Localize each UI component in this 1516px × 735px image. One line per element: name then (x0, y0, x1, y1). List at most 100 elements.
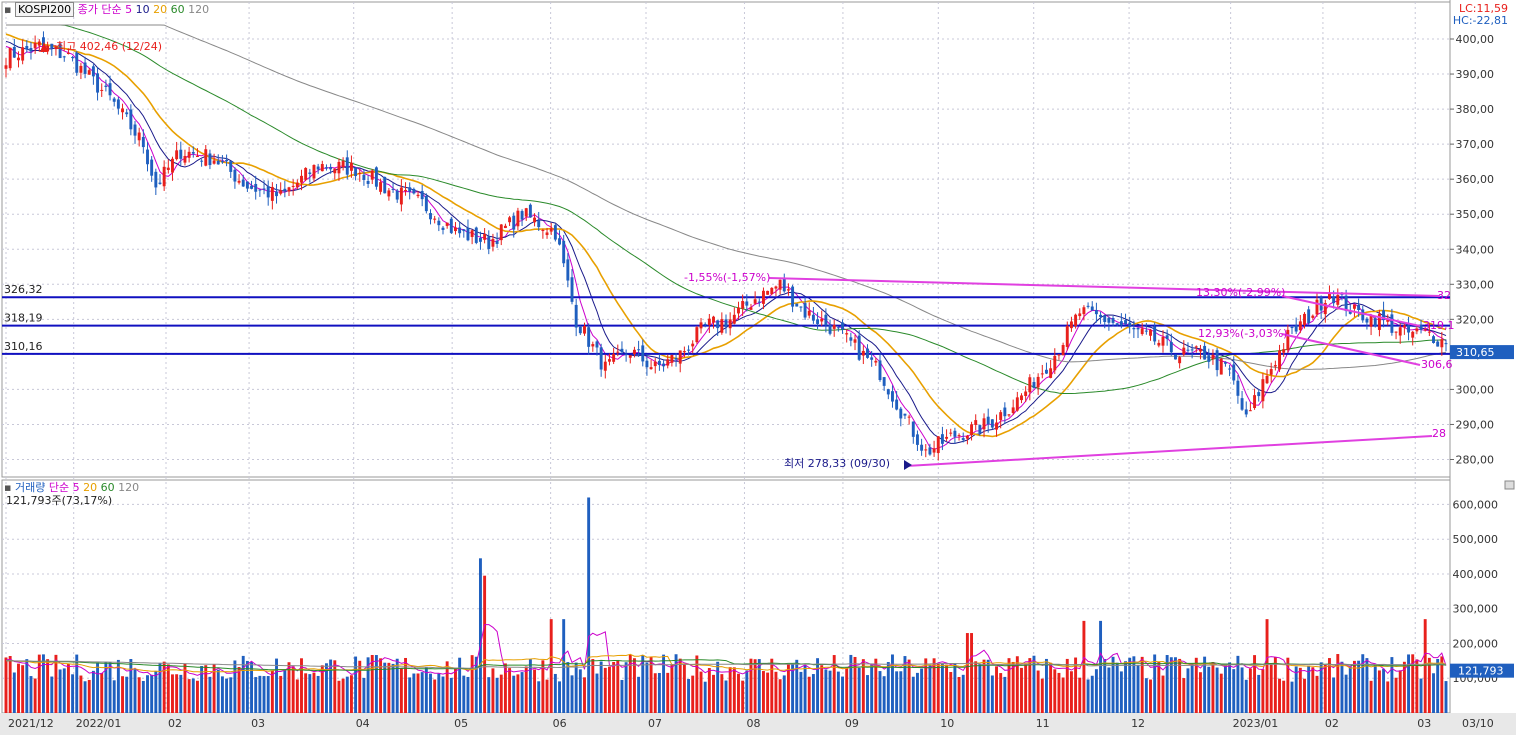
candle-body[interactable] (1244, 409, 1248, 415)
candle-body[interactable] (1369, 314, 1373, 327)
pane-toggle-icon[interactable]: ▪ (4, 481, 12, 494)
candle-body[interactable] (258, 189, 262, 191)
candle-body[interactable] (678, 350, 682, 364)
candle-body[interactable] (1286, 329, 1290, 351)
volume-bar[interactable] (845, 667, 849, 713)
candle-body[interactable] (79, 65, 83, 73)
volume-bar[interactable] (1065, 658, 1069, 713)
volume-bar[interactable] (46, 659, 50, 713)
candle-body[interactable] (1278, 350, 1281, 370)
volume-bar[interactable] (545, 679, 549, 713)
candle-body[interactable] (1407, 325, 1410, 333)
volume-bar[interactable] (225, 678, 229, 713)
volume-bar[interactable] (1169, 657, 1173, 713)
volume-bar[interactable] (807, 676, 811, 713)
candle-body[interactable] (1415, 328, 1419, 332)
candle-body[interactable] (820, 318, 824, 322)
candle-body[interactable] (1219, 358, 1223, 375)
candle-body[interactable] (495, 240, 499, 244)
candle-body[interactable] (503, 225, 507, 229)
candle-body[interactable] (716, 320, 720, 329)
candle-body[interactable] (1336, 294, 1340, 305)
volume-bar[interactable] (399, 668, 403, 713)
volume-bar[interactable] (637, 676, 641, 713)
candle-body[interactable] (1103, 315, 1107, 322)
volume-bar[interactable] (100, 672, 104, 713)
volume-bar[interactable] (878, 671, 882, 713)
volume-bar[interactable] (728, 667, 732, 713)
candle-body[interactable] (653, 361, 657, 367)
volume-bar[interactable] (129, 659, 133, 713)
volume-bar[interactable] (1244, 679, 1248, 713)
volume-bar[interactable] (370, 654, 374, 713)
volume-bar[interactable] (125, 676, 129, 713)
candle-body[interactable] (816, 319, 820, 324)
volume-bar[interactable] (75, 654, 79, 713)
volume-bar[interactable] (1149, 679, 1152, 713)
volume-bar[interactable] (12, 672, 16, 713)
volume-bar[interactable] (695, 655, 699, 713)
volume-bar[interactable] (1253, 655, 1257, 713)
candle-body[interactable] (387, 190, 391, 197)
volume-bar[interactable] (632, 658, 636, 713)
volume-bar[interactable] (208, 676, 212, 713)
volume-bar[interactable] (1278, 678, 1281, 713)
volume-bar[interactable] (1369, 680, 1373, 713)
volume-bar[interactable] (1402, 661, 1406, 713)
candle-body[interactable] (666, 359, 670, 366)
volume-bar[interactable] (395, 658, 399, 713)
candle-body[interactable] (75, 52, 79, 73)
volume-bar[interactable] (1219, 673, 1223, 713)
volume-bar[interactable] (458, 657, 462, 713)
candle-body[interactable] (179, 149, 183, 159)
candle-body[interactable] (1024, 391, 1028, 397)
price-pane[interactable] (1, 1, 1451, 478)
candle-body[interactable] (524, 208, 528, 217)
volume-bar[interactable] (1344, 674, 1348, 713)
candle-body[interactable] (1361, 309, 1365, 321)
candle-body[interactable] (395, 190, 399, 200)
volume-bar[interactable] (1427, 657, 1431, 713)
volume-bar[interactable] (799, 671, 803, 713)
volume-bar[interactable] (54, 654, 58, 713)
volume-bar[interactable] (1315, 675, 1319, 713)
candle-body[interactable] (8, 47, 12, 69)
volume-bar[interactable] (66, 663, 70, 713)
candle-body[interactable] (1182, 347, 1186, 355)
trend-line[interactable] (1281, 295, 1421, 327)
volume-bar[interactable] (770, 658, 774, 713)
volume-bar[interactable] (741, 680, 745, 713)
volume-bar[interactable] (1228, 662, 1232, 713)
volume-bar[interactable] (1161, 675, 1165, 713)
volume-bar[interactable] (1190, 663, 1194, 713)
candle-body[interactable] (707, 318, 711, 326)
candle-body[interactable] (1082, 307, 1086, 315)
candle-body[interactable] (383, 176, 387, 194)
candle-body[interactable] (370, 170, 374, 180)
candle-body[interactable] (433, 218, 437, 220)
candle-body[interactable] (320, 164, 324, 172)
volume-bar[interactable] (1336, 654, 1340, 713)
volume-bar[interactable] (133, 669, 137, 713)
volume-bar[interactable] (1182, 678, 1186, 713)
volume-bar[interactable] (1265, 619, 1269, 713)
volume-bar[interactable] (1086, 679, 1090, 713)
candle-body[interactable] (416, 194, 420, 197)
candle-body[interactable] (408, 187, 412, 192)
volume-bar[interactable] (1011, 661, 1015, 713)
candle-body[interactable] (1132, 327, 1136, 330)
volume-bar[interactable] (17, 663, 20, 713)
candle-body[interactable] (940, 434, 944, 444)
candle-body[interactable] (778, 279, 782, 290)
candle-body[interactable] (308, 172, 312, 174)
candle-body[interactable] (1007, 414, 1011, 416)
volume-bar[interactable] (1348, 666, 1352, 713)
volume-bar[interactable] (982, 659, 986, 713)
volume-bar[interactable] (687, 679, 690, 713)
candle-body[interactable] (1194, 346, 1198, 348)
volume-bar[interactable] (558, 681, 561, 713)
volume-bar[interactable] (999, 673, 1003, 713)
candle-body[interactable] (29, 48, 33, 52)
volume-bar[interactable] (1132, 656, 1136, 713)
candle-body[interactable] (732, 314, 736, 324)
